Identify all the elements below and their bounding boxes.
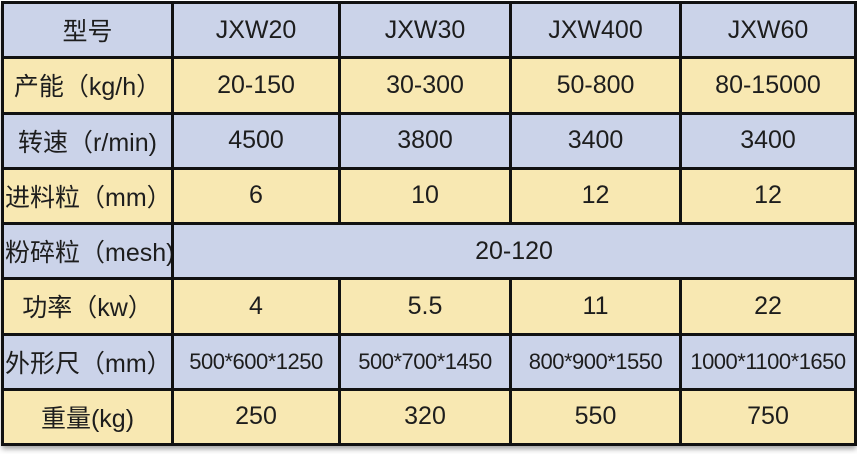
row-label-speed: 转速（r/min) — [1, 111, 174, 170]
table-row-weight: 重量(kg) 250 320 550 750 — [1, 387, 857, 447]
header-cell-label: 型号 — [1, 0, 174, 60]
header-cell-model4: JXW60 — [679, 0, 857, 60]
value-cell: 12 — [509, 166, 682, 226]
table-row-header: 型号 JXW20 JXW30 JXW400 JXW60 — [1, 0, 857, 60]
row-label-capacity: 产能（kg/h） — [1, 56, 174, 115]
value-cell: 250 — [171, 387, 341, 447]
value-cell: 3400 — [509, 111, 682, 170]
header-cell-model2: JXW30 — [338, 0, 512, 60]
table-row-capacity: 产能（kg/h） 20-150 30-300 50-800 80-15000 — [1, 56, 857, 115]
value-cell: 1000*1100*1650 — [679, 332, 857, 391]
value-cell: 22 — [679, 277, 857, 336]
table-row-output-size: 粉碎粒（mesh) 20-120 — [1, 221, 857, 281]
table-row-power: 功率（kw） 4 5.5 11 22 — [1, 277, 857, 336]
value-cell: 80-15000 — [679, 56, 857, 115]
row-label-dimensions: 外形尺（mm） — [1, 332, 174, 391]
value-cell: 3800 — [338, 111, 512, 170]
value-cell: 320 — [338, 387, 512, 447]
row-label-feed-size: 进料粒（mm） — [1, 166, 174, 226]
value-cell: 4 — [171, 277, 341, 336]
value-cell: 20-150 — [171, 56, 341, 115]
value-cell: 500*600*1250 — [171, 332, 341, 391]
table-row-speed: 转速（r/min) 4500 3800 3400 3400 — [1, 111, 857, 170]
value-cell: 12 — [679, 166, 857, 226]
value-cell: 11 — [509, 277, 682, 336]
merged-value-cell: 20-120 — [171, 221, 857, 281]
row-label-output-size: 粉碎粒（mesh) — [1, 221, 174, 281]
table-row-dimensions: 外形尺（mm） 500*600*1250 500*700*1450 800*90… — [1, 332, 857, 391]
value-cell: 750 — [679, 387, 857, 447]
row-label-power: 功率（kw） — [1, 277, 174, 336]
value-cell: 3400 — [679, 111, 857, 170]
value-cell: 800*900*1550 — [509, 332, 682, 391]
value-cell: 6 — [171, 166, 341, 226]
value-cell: 50-800 — [509, 56, 682, 115]
value-cell: 500*700*1450 — [338, 332, 512, 391]
value-cell: 5.5 — [338, 277, 512, 336]
row-label-weight: 重量(kg) — [1, 387, 174, 447]
header-cell-model3: JXW400 — [509, 0, 682, 60]
table-row-feed-size: 进料粒（mm） 6 10 12 12 — [1, 166, 857, 226]
value-cell: 10 — [338, 166, 512, 226]
value-cell: 4500 — [171, 111, 341, 170]
value-cell: 30-300 — [338, 56, 512, 115]
value-cell: 550 — [509, 387, 682, 447]
header-cell-model1: JXW20 — [171, 0, 341, 60]
